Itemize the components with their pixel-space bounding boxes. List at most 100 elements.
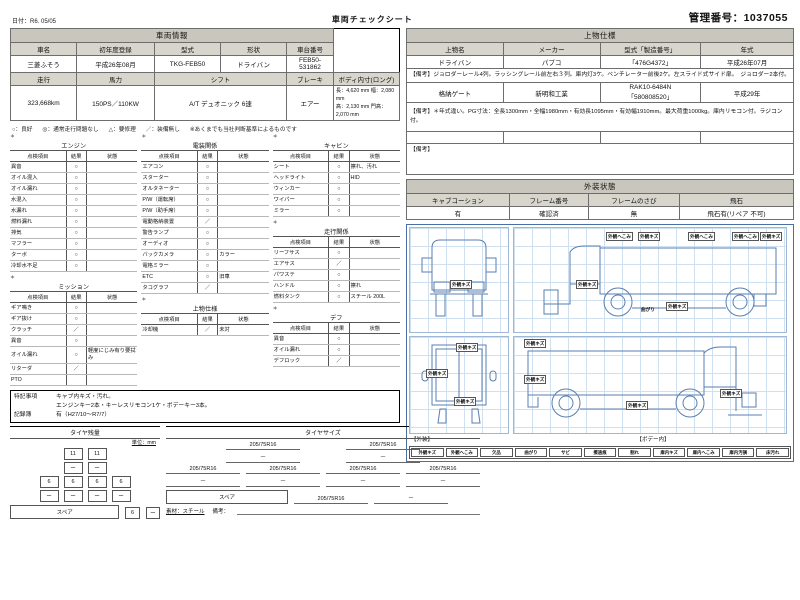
check-result[interactable]: ○ bbox=[328, 247, 350, 259]
check-note[interactable] bbox=[86, 161, 138, 173]
check-note[interactable] bbox=[86, 260, 138, 272]
check-note[interactable] bbox=[86, 302, 138, 314]
tire-depth-cell[interactable]: ー bbox=[63, 462, 83, 474]
check-note[interactable] bbox=[86, 205, 138, 217]
check-result[interactable]: ○ bbox=[65, 249, 87, 261]
check-result[interactable]: ／ bbox=[196, 282, 219, 294]
check-note[interactable] bbox=[86, 238, 138, 250]
tire-depth-cell[interactable]: ー bbox=[39, 490, 59, 502]
check-note[interactable]: HID bbox=[349, 172, 400, 184]
check-note[interactable] bbox=[349, 258, 400, 270]
check-result[interactable]: ○ bbox=[328, 172, 350, 184]
check-note[interactable] bbox=[86, 216, 138, 228]
check-note[interactable] bbox=[217, 194, 269, 206]
check-result[interactable] bbox=[65, 374, 87, 386]
check-result[interactable]: ○ bbox=[328, 291, 350, 303]
check-note[interactable] bbox=[86, 194, 138, 206]
tire-depth-cell[interactable]: 6 bbox=[63, 476, 83, 488]
check-note[interactable] bbox=[217, 172, 269, 184]
check-note[interactable] bbox=[349, 269, 400, 281]
check-result[interactable]: ○ bbox=[328, 280, 350, 292]
check-result[interactable]: ○ bbox=[328, 161, 350, 173]
check-note[interactable] bbox=[217, 227, 269, 239]
check-note[interactable] bbox=[217, 238, 269, 250]
group-marker: ＊ bbox=[141, 134, 147, 140]
check-note[interactable] bbox=[217, 260, 269, 272]
check-result[interactable]: ○ bbox=[65, 260, 87, 272]
check-result[interactable]: ○ bbox=[328, 269, 350, 281]
check-result[interactable]: ○ bbox=[65, 313, 87, 325]
check-result[interactable]: ○ bbox=[65, 194, 87, 206]
check-note[interactable] bbox=[349, 205, 400, 217]
check-result[interactable]: ○ bbox=[328, 183, 350, 195]
check-note[interactable] bbox=[86, 183, 138, 195]
check-result[interactable]: ○ bbox=[328, 344, 350, 356]
check-result[interactable]: ○ bbox=[65, 302, 87, 314]
check-result[interactable]: ○ bbox=[196, 194, 219, 206]
check-result[interactable]: ／ bbox=[328, 355, 350, 367]
check-note[interactable] bbox=[349, 344, 400, 356]
check-note[interactable]: 擦れ bbox=[349, 280, 400, 292]
tire-depth-cell[interactable]: 11 bbox=[87, 448, 107, 460]
check-result[interactable]: ○ bbox=[65, 346, 87, 364]
tire-depth-cell[interactable]: 6 bbox=[111, 476, 131, 488]
tire-depth-cell[interactable]: ー bbox=[111, 490, 131, 502]
check-note[interactable] bbox=[217, 205, 269, 217]
tire-depth-cell[interactable]: ー bbox=[87, 490, 107, 502]
check-result[interactable]: ○ bbox=[65, 216, 87, 228]
check-result[interactable]: ○ bbox=[196, 227, 219, 239]
check-result[interactable]: ○ bbox=[196, 183, 219, 195]
check-result[interactable]: ○ bbox=[196, 260, 219, 272]
check-note[interactable] bbox=[349, 355, 400, 367]
check-result[interactable]: ○ bbox=[328, 333, 350, 345]
check-note[interactable] bbox=[217, 282, 269, 294]
check-result[interactable]: ○ bbox=[196, 271, 219, 283]
check-result[interactable]: ○ bbox=[328, 194, 350, 206]
check-result[interactable]: ○ bbox=[196, 205, 219, 217]
tire-depth-cell[interactable]: 6 bbox=[87, 476, 107, 488]
check-note[interactable] bbox=[349, 333, 400, 345]
check-note[interactable]: 旧車 bbox=[217, 271, 269, 283]
check-note[interactable] bbox=[86, 374, 138, 386]
check-result[interactable]: ○ bbox=[196, 172, 219, 184]
check-note[interactable]: 未対 bbox=[217, 324, 269, 336]
check-note[interactable]: 擦れ、汚れ bbox=[349, 161, 400, 173]
check-note[interactable] bbox=[217, 183, 269, 195]
check-result[interactable]: ○ bbox=[65, 238, 87, 250]
check-note[interactable] bbox=[86, 363, 138, 375]
check-note[interactable] bbox=[349, 247, 400, 259]
tire-depth-cell[interactable]: 11 bbox=[63, 448, 83, 460]
tire-depth-cell[interactable]: ー bbox=[63, 490, 83, 502]
check-result[interactable]: ○ bbox=[65, 205, 87, 217]
check-result[interactable]: ○ bbox=[196, 161, 219, 173]
check-note[interactable] bbox=[86, 313, 138, 325]
check-result[interactable]: ／ bbox=[196, 216, 219, 228]
check-result[interactable]: ○ bbox=[328, 205, 350, 217]
check-note[interactable] bbox=[217, 216, 269, 228]
check-note[interactable] bbox=[86, 249, 138, 261]
check-result[interactable]: ／ bbox=[196, 324, 219, 336]
check-result[interactable]: ○ bbox=[65, 172, 87, 184]
check-note[interactable] bbox=[217, 161, 269, 173]
tire-depth-cell[interactable]: 6 bbox=[39, 476, 59, 488]
check-note[interactable]: 軽度にじみ有り要拭み bbox=[86, 346, 138, 364]
check-result[interactable]: ○ bbox=[65, 227, 87, 239]
check-result[interactable]: ／ bbox=[65, 363, 87, 375]
check-note[interactable] bbox=[86, 172, 138, 184]
check-note[interactable] bbox=[349, 183, 400, 195]
check-note[interactable] bbox=[86, 227, 138, 239]
check-note[interactable]: スチール 200L bbox=[349, 291, 400, 303]
tire-depth-cell[interactable]: ー bbox=[87, 462, 107, 474]
check-note[interactable] bbox=[86, 335, 138, 347]
check-result[interactable]: ○ bbox=[65, 161, 87, 173]
check-note[interactable] bbox=[349, 194, 400, 206]
damage-tag: 外観キズ bbox=[760, 232, 783, 241]
check-note[interactable]: カラー bbox=[217, 249, 269, 261]
check-result[interactable]: ○ bbox=[65, 183, 87, 195]
check-result[interactable]: ○ bbox=[196, 249, 219, 261]
check-result[interactable]: ／ bbox=[65, 324, 87, 336]
check-result[interactable]: ○ bbox=[65, 335, 87, 347]
check-note[interactable] bbox=[86, 324, 138, 336]
check-result[interactable]: ○ bbox=[196, 238, 219, 250]
check-result[interactable]: ／ bbox=[328, 258, 350, 270]
